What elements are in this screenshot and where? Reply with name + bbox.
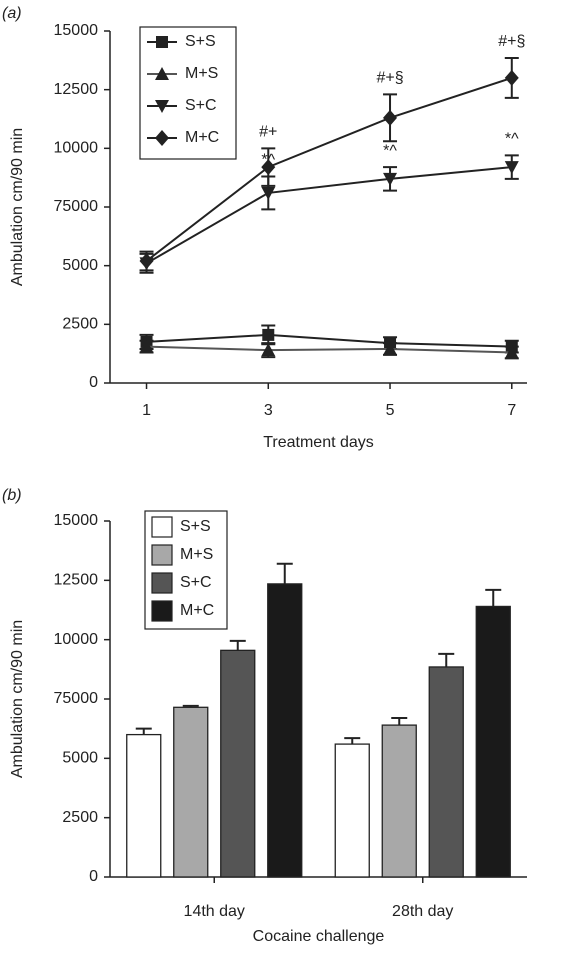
legend-marker xyxy=(155,67,169,80)
legend-box xyxy=(144,510,228,630)
annotation: #+§ xyxy=(376,70,403,87)
y-tick-label: 12500 xyxy=(54,572,99,589)
error-bar xyxy=(229,639,246,651)
panel-label: (b) xyxy=(2,487,22,504)
y-tick-label: 10000 xyxy=(54,140,99,157)
y-tick-label: 5000 xyxy=(62,257,98,274)
y-tick-label: 2500 xyxy=(62,809,98,826)
legend-box xyxy=(139,26,237,160)
marker xyxy=(504,345,519,359)
legend-swatch xyxy=(151,572,173,594)
marker xyxy=(261,159,276,176)
marker xyxy=(383,341,398,355)
legend-marker xyxy=(155,100,169,113)
y-tick-label: 10000 xyxy=(54,631,99,648)
bar xyxy=(126,733,162,878)
legend-swatch xyxy=(151,600,173,622)
annotation: #+§ xyxy=(498,33,525,50)
series-line xyxy=(146,166,512,265)
error-bar xyxy=(276,562,293,584)
error-bar xyxy=(438,652,455,667)
y-tick-label: 0 xyxy=(89,868,98,885)
error-bar xyxy=(391,716,408,726)
x-axis-title: Cocaine challenge xyxy=(253,928,385,945)
marker xyxy=(139,339,154,353)
legend-label: M+S xyxy=(185,65,218,82)
error-bar xyxy=(485,588,502,607)
y-tick-label: 12500 xyxy=(54,81,99,98)
bar xyxy=(267,583,303,878)
series-line xyxy=(146,333,512,348)
marker xyxy=(383,172,398,186)
y-tick-label: 2500 xyxy=(62,316,98,333)
series-line xyxy=(145,76,513,262)
y-tick-label: 15000 xyxy=(54,22,99,39)
panel-label: (a) xyxy=(2,5,22,22)
y-tick-label: 75000 xyxy=(54,690,99,707)
y-tick-label: 0 xyxy=(89,374,98,391)
legend-marker xyxy=(156,36,168,48)
marker xyxy=(504,161,519,175)
x-axis-title: Treatment days xyxy=(263,434,374,451)
marker xyxy=(504,69,519,86)
legend-label: S+S xyxy=(185,33,216,50)
x-tick-label: 28th day xyxy=(392,903,453,920)
annotation: #+ xyxy=(259,124,277,141)
bar xyxy=(220,649,256,878)
legend-label: S+C xyxy=(180,574,212,591)
y-tick-label: 15000 xyxy=(54,512,99,529)
marker xyxy=(383,109,398,126)
x-tick-label: 14th day xyxy=(184,903,245,920)
annotation: *^ xyxy=(383,142,397,159)
x-tick-label: 1 xyxy=(142,402,151,419)
bar xyxy=(428,666,464,878)
legend-swatch xyxy=(151,544,173,566)
x-tick-label: 3 xyxy=(264,402,273,419)
legend-swatch xyxy=(151,516,173,538)
legend-label: M+C xyxy=(185,129,219,146)
bar xyxy=(381,724,417,878)
legend-label: M+S xyxy=(180,546,213,563)
marker xyxy=(139,252,154,269)
error-bar xyxy=(344,737,361,745)
bar xyxy=(475,605,511,878)
error-bar xyxy=(135,727,152,735)
marker xyxy=(261,343,276,357)
bar xyxy=(173,706,209,878)
legend-label: S+C xyxy=(185,97,217,114)
legend-label: M+C xyxy=(180,602,214,619)
x-tick-label: 7 xyxy=(507,402,516,419)
y-axis-title: Ambulation cm/90 min xyxy=(9,620,26,778)
legend-label: S+S xyxy=(180,518,211,535)
legend-marker xyxy=(155,130,169,146)
annotation: *^ xyxy=(505,131,519,148)
marker xyxy=(262,328,275,341)
y-tick-label: 75000 xyxy=(54,198,99,215)
marker xyxy=(261,186,276,200)
y-tick-label: 5000 xyxy=(62,750,98,767)
x-tick-label: 5 xyxy=(386,402,395,419)
bar xyxy=(334,743,370,878)
y-axis-title: Ambulation cm/90 min xyxy=(9,128,26,286)
series-line xyxy=(146,345,512,354)
